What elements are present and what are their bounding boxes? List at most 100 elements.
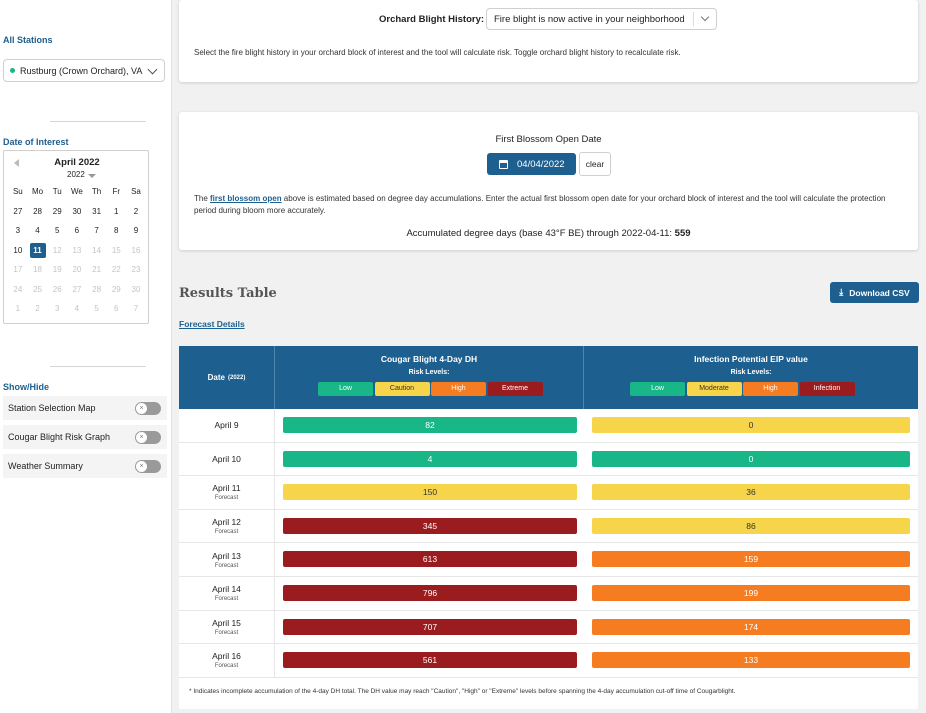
download-csv-label: Download CSV — [849, 287, 910, 298]
calendar-day: 18 — [28, 265, 48, 274]
forecast-tag: Forecast — [214, 529, 239, 536]
toggle-label: Cougar Blight Risk Graph — [8, 432, 111, 442]
calendar-day-number: 5 — [94, 304, 99, 314]
accum-text: Accumulated degree days (base 43°F BE) t… — [406, 228, 675, 239]
risk-level-chip-low: Low — [318, 382, 373, 396]
date-label: April 14 — [212, 584, 241, 595]
dh-value-bar: 707 — [283, 618, 577, 635]
calendar-weekday: Fr — [112, 187, 121, 197]
calendar-day-number: 7 — [94, 226, 99, 236]
cougar-blight-title: Cougar Blight 4-Day DH — [380, 354, 478, 364]
calendar-day-number: 28 — [33, 206, 42, 216]
orchard-history-label: Orchard Blight History: — [379, 14, 485, 25]
risk-level-legend: Low Moderate High Infection — [630, 382, 856, 396]
calendar-day[interactable]: 28 — [28, 207, 48, 216]
caret-down-icon[interactable] — [88, 174, 96, 178]
calendar-day[interactable]: 10 — [8, 246, 28, 255]
close-icon: × — [136, 432, 147, 443]
first-blossom-card: First Blossom Open Date 04/04/2022 clear… — [179, 112, 918, 250]
toggle-row-weather-summary[interactable]: Weather Summary × — [3, 454, 167, 478]
calendar-day-number: 29 — [111, 284, 121, 294]
calendar-week-row: 27 28 29 30 31 1 2 — [8, 202, 148, 222]
orchard-history-help: Select the fire blight history in your o… — [194, 48, 681, 57]
first-blossom-date-button[interactable]: 04/04/2022 — [487, 153, 576, 175]
calendar-day: 21 — [87, 265, 107, 274]
date-label: April 15 — [212, 617, 241, 628]
toggle-row-station-map[interactable]: Station Selection Map × — [3, 396, 167, 420]
calendar-day[interactable]: 9 — [126, 226, 146, 235]
calendar-day: 1 — [8, 304, 28, 313]
calendar-day[interactable]: 3 — [8, 226, 28, 235]
table-footnote: * Indicates incomplete accumulation of t… — [189, 688, 736, 695]
calendar-day[interactable]: 5 — [47, 226, 67, 235]
weather-summary-toggle[interactable]: × — [135, 460, 161, 473]
date-label: April 9 — [214, 420, 239, 431]
close-icon: × — [136, 403, 147, 414]
calendar-day[interactable]: 4 — [28, 226, 48, 235]
station-status-dot — [10, 68, 15, 73]
calendar-week-row: 10 11 12 13 14 15 16 — [8, 241, 148, 261]
calendar-day-number: 3 — [15, 226, 21, 236]
orchard-history-value: Fire blight is now active in your neighb… — [494, 14, 685, 25]
risk-graph-toggle[interactable]: × — [135, 431, 161, 444]
calendar-day[interactable]: 2 — [126, 207, 146, 216]
calendar-day[interactable]: 30 — [67, 207, 87, 216]
first-blossom-date-value: 04/04/2022 — [517, 158, 565, 170]
calendar-day: 23 — [126, 265, 146, 274]
calendar-day[interactable]: 27 — [8, 207, 28, 216]
calendar-day-number: 6 — [114, 304, 119, 314]
eip-value-bar: 199 — [592, 585, 910, 601]
calendar-day: 27 — [67, 285, 87, 294]
previous-month-icon[interactable] — [14, 159, 19, 167]
calendar-day-number: 25 — [33, 284, 42, 294]
table-row: April 15 Forecast 707 174 — [179, 610, 918, 645]
date-cell: April 13 Forecast — [179, 543, 275, 576]
calendar-week-row: 1 2 3 4 5 6 7 — [8, 299, 148, 319]
download-icon: ⤓ — [839, 287, 844, 297]
first-blossom-open-link[interactable]: first blossom open — [210, 194, 282, 203]
calendar-week-row: 17 18 19 20 21 22 23 — [8, 260, 148, 280]
calendar-day-number: 4 — [35, 226, 40, 236]
risk-level-chip-low: Low — [630, 382, 685, 396]
orchard-history-select[interactable]: Fire blight is now active in your neighb… — [486, 8, 717, 30]
table-row: April 16 Forecast 561 133 — [179, 644, 918, 678]
calendar-day[interactable]: 6 — [67, 226, 87, 235]
station-select[interactable]: Rustburg (Crown Orchard), VA — [3, 59, 165, 82]
calendar-day[interactable]: 29 — [47, 207, 67, 216]
risk-level-chip-high: High — [743, 382, 798, 396]
calendar-day-number: 26 — [52, 284, 62, 294]
calendar-day[interactable]: 1 — [106, 207, 126, 216]
risk-level-chip-infection: Infection — [799, 382, 855, 396]
calendar-day[interactable]: 8 — [106, 226, 126, 235]
forecast-details-link[interactable]: Forecast Details — [179, 319, 245, 329]
close-icon: × — [136, 461, 147, 472]
infection-potential-title: Infection Potential EIP value — [694, 354, 808, 364]
calendar-day: 25 — [28, 285, 48, 294]
date-header-year: (2022) — [228, 374, 246, 381]
date-label: April 13 — [212, 550, 241, 561]
date-label: April 11 — [212, 483, 241, 494]
calendar-day-number: 27 — [72, 284, 82, 294]
calendar-day[interactable]: 31 — [87, 207, 107, 216]
date-label: April 12 — [212, 517, 241, 528]
calendar-day-number: 11 — [29, 242, 46, 258]
clear-button[interactable]: clear — [579, 152, 611, 176]
orchard-history-card: Orchard Blight History: Fire blight is n… — [179, 0, 918, 82]
calendar-day-number: 31 — [92, 206, 102, 216]
results-table: Date (2022) Cougar Blight 4-Day DH Risk … — [179, 346, 918, 709]
cougar-blight-column-header: Cougar Blight 4-Day DH Risk Levels: Low C… — [275, 346, 584, 409]
results-table-title: Results Table — [179, 286, 277, 301]
calendar-day-selected[interactable]: 11 — [28, 242, 48, 258]
calendar-day-number: 29 — [52, 206, 62, 216]
download-csv-button[interactable]: ⤓ Download CSV — [830, 282, 919, 303]
calendar-day: 5 — [87, 304, 107, 313]
station-map-toggle[interactable]: × — [135, 402, 161, 415]
calendar-day: 20 — [67, 265, 87, 274]
table-row: April 14 Forecast 796 199 — [179, 577, 918, 611]
calendar-year-select[interactable]: 2022 — [67, 170, 85, 179]
date-cell: April 14 Forecast — [179, 577, 275, 610]
calendar-day: 17 — [8, 265, 28, 274]
toggle-row-risk-graph[interactable]: Cougar Blight Risk Graph × — [3, 425, 167, 449]
table-row: April 13 Forecast 613 159 — [179, 543, 918, 577]
calendar-day[interactable]: 7 — [87, 226, 107, 235]
